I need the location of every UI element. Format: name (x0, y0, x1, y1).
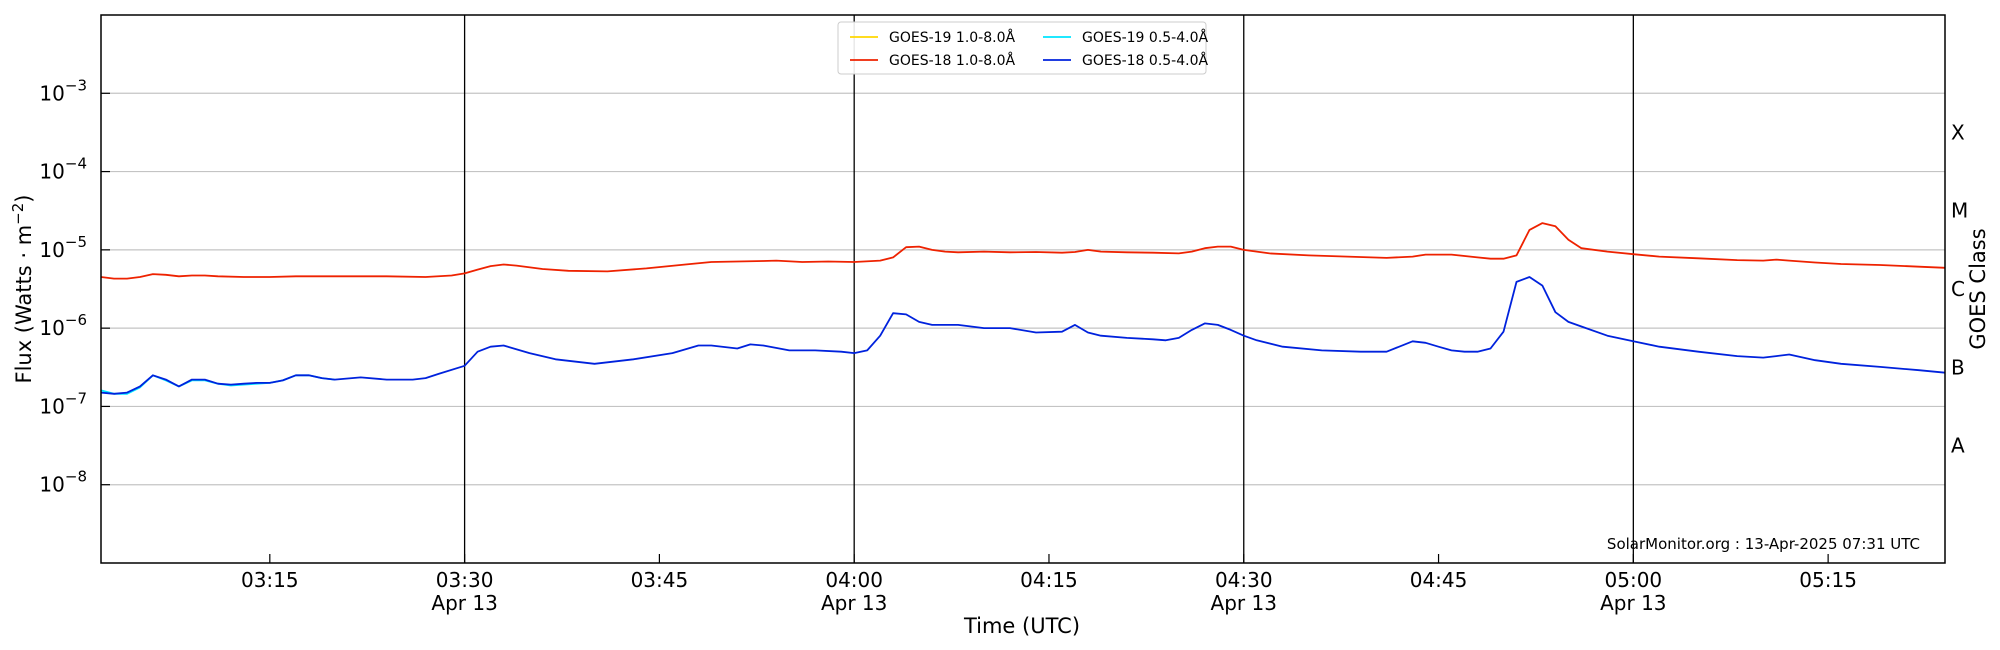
y-axis-ticks: 10−310−410−510−610−710−8 (39, 76, 110, 497)
x-tick-label-4: 04:15 (1020, 568, 1078, 592)
goes-class-C: C (1951, 277, 1965, 301)
x-tick-label-3: 04:00 (825, 568, 883, 592)
y-axis-title-exponent: −2 (9, 203, 27, 225)
x-tick-label-2: 03:45 (631, 568, 689, 592)
right-axis-title: GOES Class (1966, 228, 1990, 349)
x-tick-date-7: Apr 13 (1600, 591, 1666, 615)
y-tick-label-3: 10−6 (39, 311, 87, 340)
y-tick-label-1: 10−4 (39, 155, 87, 184)
x-tick-date-3: Apr 13 (821, 591, 887, 615)
y-tick-label-base: 10 (39, 473, 64, 497)
x-tick-label-8: 05:15 (1799, 568, 1857, 592)
y-tick-label-base: 10 (39, 316, 64, 340)
y-tick-label-exponent: −4 (65, 155, 87, 173)
goes-class-B: B (1951, 355, 1965, 379)
series-line-2 (100, 222, 1946, 280)
horizontal-gridlines (101, 92, 1945, 486)
series-line-3 (100, 276, 1946, 395)
goes-class-A: A (1951, 434, 1965, 458)
x-tick-label-1: 03:30 (436, 568, 494, 592)
x-tick-date-1: Apr 13 (431, 591, 497, 615)
goes-class-labels: A B C M X (1951, 120, 1968, 457)
x-tick-label-0: 03:15 (241, 568, 299, 592)
y-tick-label-base: 10 (39, 394, 64, 418)
legend-label-0: GOES-19 1.0-8.0Å (889, 29, 1015, 46)
goes-class-M: M (1951, 199, 1968, 223)
day-vertical-lines (463, 15, 1634, 563)
y-tick-label-2: 10−5 (39, 233, 87, 262)
legend-box (837, 21, 1207, 75)
y-tick-label-4: 10−7 (39, 389, 87, 418)
y-tick-label-0: 10−3 (39, 76, 87, 105)
credit-annotation: SolarMonitor.org : 13-Apr-2025 07:31 UTC (1607, 535, 1920, 553)
legend: GOES-19 1.0-8.0Å GOES-19 0.5-4.0Å GOES-18 … (837, 21, 1208, 75)
x-axis-title: Time (UTC) (963, 614, 1080, 638)
y-axis-title-end: ) (12, 194, 36, 202)
y-tick-label-exponent: −6 (65, 311, 87, 329)
y-tick-label-base: 10 (39, 160, 64, 184)
x-tick-date-5: Apr 13 (1211, 591, 1277, 615)
legend-label-2: GOES-18 1.0-8.0Å (889, 52, 1015, 69)
y-tick-label-5: 10−8 (39, 468, 87, 497)
y-tick-label-exponent: −7 (65, 389, 87, 407)
legend-items: GOES-19 1.0-8.0Å GOES-19 0.5-4.0Å GOES-18 … (850, 29, 1208, 69)
x-tick-label-7: 05:00 (1605, 568, 1663, 592)
y-tick-label-exponent: −3 (65, 76, 87, 94)
y-tick-label-exponent: −5 (65, 233, 87, 251)
y-axis-title-base: Flux (Watts · m (12, 225, 36, 384)
y-axis-title: Flux (Watts · m−2) (9, 194, 36, 383)
y-tick-label-exponent: −8 (65, 468, 87, 486)
series-layer (100, 222, 1946, 395)
x-tick-label-5: 04:30 (1215, 568, 1273, 592)
plot-frame (100, 14, 1946, 564)
legend-label-3: GOES-18 0.5-4.0Å (1082, 52, 1208, 69)
y-tick-label-base: 10 (39, 238, 64, 262)
goes-class-X: X (1951, 120, 1965, 144)
y-tick-label-base: 10 (39, 81, 64, 105)
x-tick-label-6: 04:45 (1410, 568, 1468, 592)
legend-label-1: GOES-19 0.5-4.0Å (1082, 29, 1208, 46)
